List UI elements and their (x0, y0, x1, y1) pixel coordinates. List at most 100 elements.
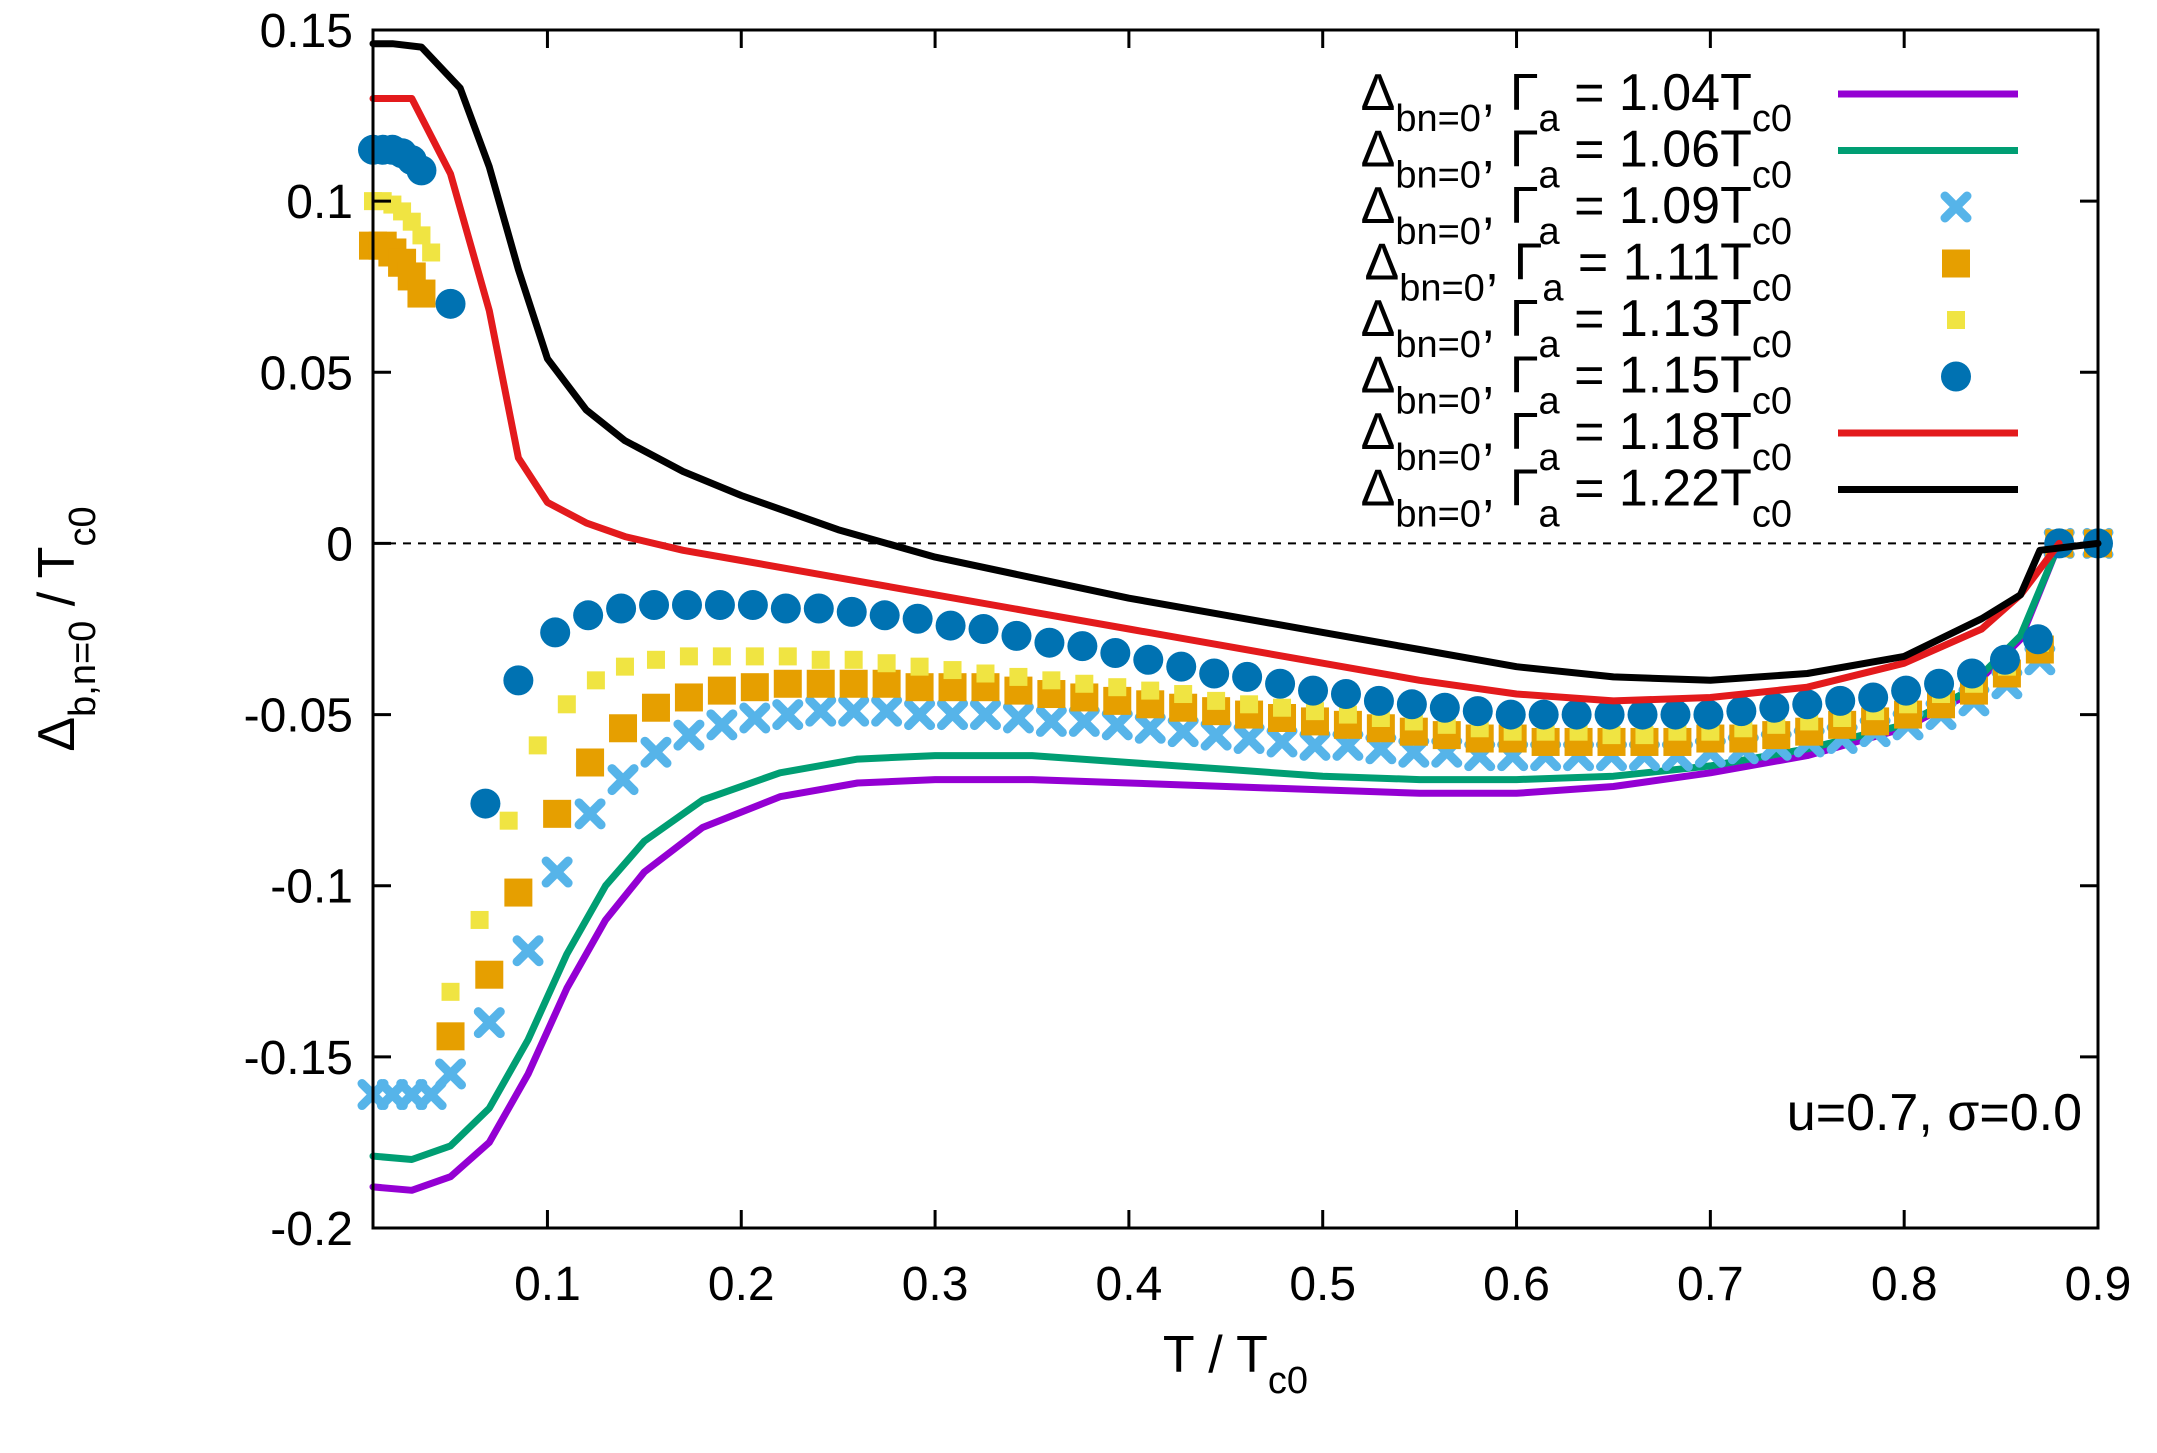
data-point (844, 650, 863, 669)
data-point (499, 811, 518, 830)
data-point (573, 600, 604, 631)
data-point (1305, 702, 1324, 721)
data-point (1429, 692, 1460, 723)
series-1 (369, 539, 2063, 1194)
data-point (943, 661, 962, 680)
y-tick-label: 0.05 (260, 347, 353, 400)
data-point (540, 617, 571, 648)
data-point (1134, 712, 1166, 744)
series-line (369, 539, 2063, 1194)
legend-label: Δbn=0, Γa = 1.18Tc0 (1361, 403, 1792, 479)
data-point (712, 647, 731, 666)
data-point (770, 593, 801, 624)
data-point (1330, 679, 1361, 710)
data-point (475, 960, 504, 989)
data-point (968, 614, 999, 644)
x-tick-label: 0.3 (902, 1258, 969, 1311)
y-tick-label: 0.15 (260, 5, 353, 58)
data-point (902, 603, 933, 634)
legend-entry: Δbn=0, Γa = 1.11Tc0 (1364, 234, 1970, 310)
data-point (839, 669, 868, 698)
series-8 (369, 40, 2102, 684)
data-point (1602, 726, 1621, 745)
data-point (976, 664, 995, 683)
data-point (470, 788, 501, 819)
cross-stroke (512, 935, 544, 967)
data-point (441, 982, 460, 1001)
cross-stroke (1134, 712, 1166, 744)
data-point (1462, 696, 1493, 727)
data-point (1396, 689, 1427, 720)
data-point (402, 212, 421, 231)
series-layer (357, 40, 2114, 1194)
data-point (1200, 719, 1232, 751)
legend-entry: Δbn=0, Γa = 1.15Tc0 (1361, 347, 1971, 423)
data-point (671, 590, 702, 621)
x-tick-label: 0.7 (1677, 1258, 1744, 1311)
data-point (1108, 678, 1127, 697)
data-point (470, 910, 489, 929)
legend-entry: Δbn=0, Γa = 1.22Tc0 (1361, 460, 2018, 536)
data-point (673, 719, 705, 751)
series-6 (358, 134, 2113, 819)
data-point (1299, 729, 1331, 761)
data-point (937, 699, 969, 731)
data-point (1528, 699, 1559, 730)
cross-stroke (673, 719, 705, 751)
legend-entry: Δbn=0, Γa = 1.09Tc0 (1361, 177, 1972, 253)
data-point (905, 673, 934, 702)
data-point (969, 699, 1001, 731)
data-point (576, 748, 605, 777)
data-point (1067, 631, 1098, 662)
data-point (1034, 627, 1065, 658)
data-point (1989, 644, 2020, 675)
data-point (422, 243, 441, 262)
data-point (674, 683, 703, 712)
data-point (640, 736, 672, 768)
data-point (706, 709, 738, 741)
data-point (1338, 705, 1357, 724)
data-point (745, 647, 764, 666)
x-tick-label: 0.1 (514, 1258, 581, 1311)
cross-stroke (1299, 729, 1331, 761)
data-point (1001, 620, 1032, 651)
data-point (1561, 699, 1592, 730)
data-point (707, 676, 736, 705)
legend-entry: Δbn=0, Γa = 1.13Tc0 (1361, 290, 1965, 366)
data-point (503, 665, 534, 696)
cross-stroke (640, 736, 672, 768)
data-point (512, 935, 544, 967)
data-point (679, 647, 698, 666)
data-point (646, 650, 665, 669)
series-7 (369, 95, 2063, 705)
data-point (1635, 726, 1654, 745)
data-point (606, 593, 637, 624)
y-tick-label: -0.1 (270, 861, 353, 914)
data-point (1167, 716, 1199, 748)
data-point (1199, 658, 1230, 689)
legend-marker-sample (1942, 249, 1970, 278)
cross-stroke (1167, 716, 1199, 748)
data-point (904, 699, 936, 731)
data-point (778, 647, 797, 666)
y-tick-label: -0.2 (270, 1203, 353, 1256)
data-point (740, 673, 769, 702)
cross-stroke (1266, 726, 1298, 758)
y-axis-label: Δb,n=0 / Tc0 (28, 506, 104, 751)
cross-stroke (1233, 723, 1265, 755)
x-tick-label: 0.2 (708, 1258, 775, 1311)
data-point (739, 702, 771, 734)
legend-label: Δbn=0, Γa = 1.22Tc0 (1361, 460, 1792, 536)
data-point (1693, 699, 1724, 730)
legend-label: Δbn=0, Γa = 1.13Tc0 (1361, 290, 1792, 366)
cross-stroke (541, 856, 573, 888)
data-point (1957, 658, 1988, 689)
y-tick-label: 0.1 (286, 176, 353, 229)
data-point (1660, 699, 1691, 730)
cross-stroke (435, 1058, 467, 1090)
data-point (1101, 709, 1133, 741)
data-point (557, 695, 576, 714)
cross-stroke (969, 699, 1001, 731)
data-point (935, 610, 966, 641)
data-point (1265, 668, 1296, 699)
